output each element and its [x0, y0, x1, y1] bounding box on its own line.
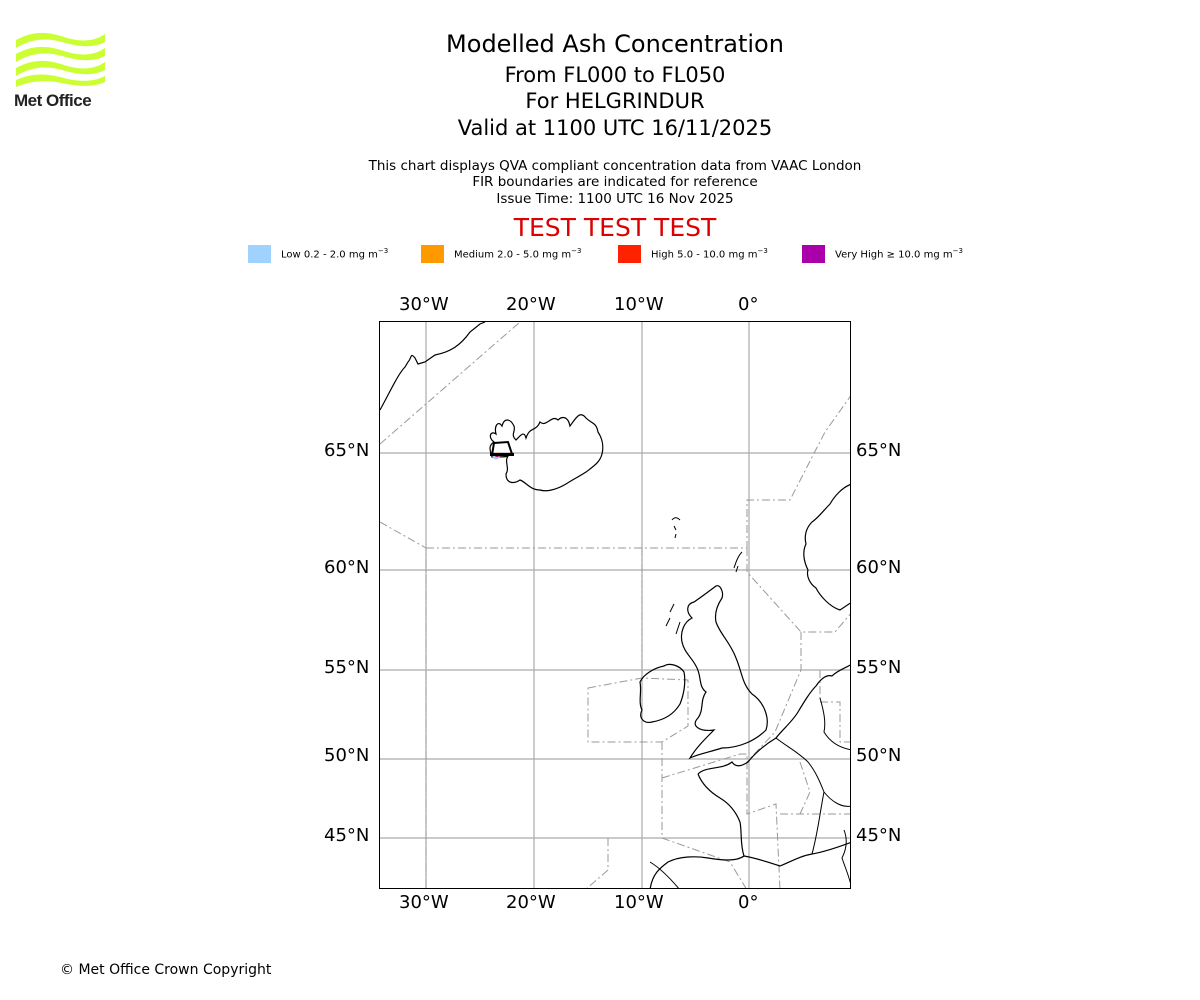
lon-tick-bottom-10w: 10°W [614, 892, 664, 913]
lon-tick-top-0: 0° [738, 294, 759, 315]
flight-levels: From FL000 to FL050 [504, 63, 726, 87]
concentration-legend: Low 0.2 - 2.0 mg m−3 Medium 2.0 - 5.0 mg… [0, 244, 1200, 264]
valid-time: Valid at 1100 UTC 16/11/2025 [457, 116, 773, 140]
legend-item-high: High 5.0 - 10.0 mg m−3 [618, 244, 768, 264]
switzerland-italy-border [811, 791, 825, 855]
faroe-islands [671, 517, 681, 539]
great-britain-coast [680, 585, 768, 760]
lat-tick-right-65n: 65°N [856, 440, 902, 461]
lon-tick-bottom-20w: 20°W [506, 892, 556, 913]
description-line-1: This chart displays QVA compliant concen… [368, 158, 862, 174]
volcano-name: For HELGRINDUR [525, 89, 705, 113]
legend-item-low: Low 0.2 - 2.0 mg m−3 [248, 244, 388, 264]
lon-tick-bottom-30w: 30°W [399, 892, 449, 913]
france-coast [649, 773, 745, 888]
chart-title: Modelled Ash Concentration [446, 30, 784, 58]
lat-tick-left-65n: 65°N [324, 440, 370, 461]
shetland-islands [733, 551, 743, 573]
graticule [380, 322, 850, 888]
helgrindur-ash-source [490, 440, 514, 460]
met-office-logo: Met Office [14, 30, 106, 112]
lat-tick-left-50n: 50°N [324, 745, 370, 766]
wave-logo-icon [16, 32, 105, 87]
europe-north-coast [697, 664, 850, 775]
ash-map[interactable] [379, 321, 851, 889]
germany-border [819, 697, 850, 751]
legend-item-medium: Medium 2.0 - 5.0 mg m−3 [421, 244, 581, 264]
lat-tick-left-60n: 60°N [324, 557, 370, 578]
lon-tick-top-30w: 30°W [399, 294, 449, 315]
copyright-notice: © Met Office Crown Copyright [60, 962, 272, 978]
legend-item-very-high: Very High ≥ 10.0 mg m−3 [802, 244, 963, 264]
mediterranean-coast [743, 842, 850, 867]
description-line-2: FIR boundaries are indicated for referen… [472, 174, 758, 190]
lat-tick-left-45n: 45°N [324, 825, 370, 846]
lat-tick-left-55n: 55°N [324, 657, 370, 678]
lat-tick-right-60n: 60°N [856, 557, 902, 578]
medium-swatch [421, 245, 444, 263]
belgium-germany-border [775, 737, 850, 807]
lat-tick-right-45n: 45°N [856, 825, 902, 846]
ireland-coast [639, 663, 686, 723]
lat-tick-right-50n: 50°N [856, 745, 902, 766]
very-high-swatch [802, 245, 825, 263]
map-canvas [380, 322, 850, 888]
logo-text: Met Office [14, 91, 92, 110]
lat-tick-right-55n: 55°N [856, 657, 902, 678]
hebrides [665, 603, 681, 635]
lon-tick-top-10w: 10°W [614, 294, 664, 315]
spain-coast [649, 861, 679, 888]
norway-coast [803, 484, 850, 611]
lon-tick-top-20w: 20°W [506, 294, 556, 315]
issue-time: Issue Time: 1100 UTC 16 Nov 2025 [496, 191, 734, 207]
greenland-coast [380, 322, 486, 411]
fir-boundaries [380, 322, 850, 888]
high-swatch [618, 245, 641, 263]
test-banner: TEST TEST TEST [513, 213, 717, 242]
corsica-italy-coast [841, 829, 850, 884]
lon-tick-bottom-0: 0° [738, 892, 759, 913]
low-swatch [248, 245, 271, 263]
iceland-coast [489, 414, 604, 492]
